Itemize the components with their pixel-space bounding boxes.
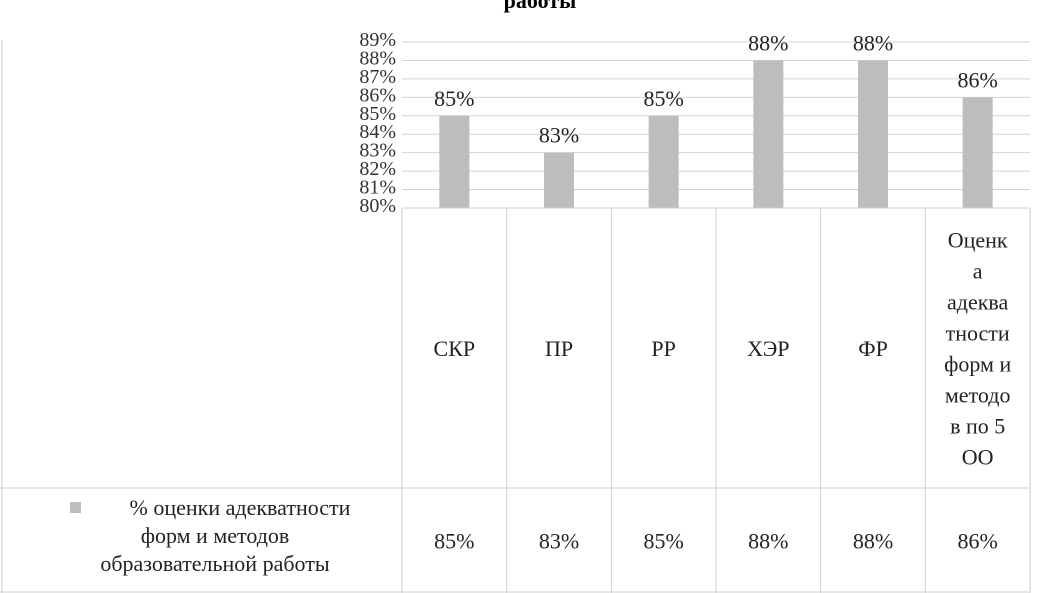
legend: % оценки адекватности форм и методов образ… [70, 495, 351, 576]
y-tick-label: 88% [359, 47, 396, 69]
bar-value-label: 86% [958, 67, 998, 92]
bar [753, 60, 784, 208]
bar-value-label: 83% [539, 123, 579, 148]
bars [439, 60, 993, 208]
bar [962, 97, 993, 208]
category-label: ХЭР [747, 336, 789, 361]
chart-title: работы [504, 0, 577, 13]
bar-value-label: 88% [853, 30, 893, 55]
y-tick-label: 80% [359, 195, 396, 217]
bar-value-label: 88% [748, 30, 788, 55]
table-value: 88% [748, 529, 788, 554]
legend-swatch [70, 502, 81, 513]
table-value: 86% [958, 529, 998, 554]
table-value: 88% [853, 529, 893, 554]
bar [648, 115, 679, 208]
table-value: 83% [539, 529, 579, 554]
bar [858, 60, 888, 208]
category-label: Оценк а адеква тности форм и методо в по 5 ОО [944, 227, 1011, 469]
category-label: ПР [545, 336, 573, 361]
category-label: ФР [858, 336, 888, 361]
bar [439, 115, 470, 208]
data-table: СКР ПР РР ХЭР ФР Оценк а адеква тности форм и мето… [0, 40, 1031, 593]
table-value: 85% [434, 529, 474, 554]
table-value: 85% [644, 529, 684, 554]
bar-value-label: 85% [644, 86, 684, 111]
bar-labels: 85% 83% 85% 88% 88% 86% [434, 30, 998, 147]
y-tick-label: 81% [359, 177, 396, 199]
y-tick-label: 82% [359, 158, 396, 180]
y-tick-label: 86% [359, 84, 396, 106]
y-axis: 80%81%82%83%84%85%86%87%88%89% [359, 29, 396, 217]
y-tick-label: 83% [359, 140, 396, 162]
y-tick-label: 84% [359, 121, 396, 143]
bar [544, 152, 574, 208]
category-label: СКР [434, 336, 476, 361]
gridlines [402, 41, 1030, 209]
legend-label: % оценки адекватности форм и методов образ… [100, 495, 350, 576]
bar-value-label: 85% [434, 86, 474, 111]
y-tick-label: 85% [359, 103, 396, 125]
category-label: РР [651, 336, 675, 361]
y-tick-label: 89% [359, 29, 396, 51]
y-tick-label: 87% [359, 66, 396, 88]
